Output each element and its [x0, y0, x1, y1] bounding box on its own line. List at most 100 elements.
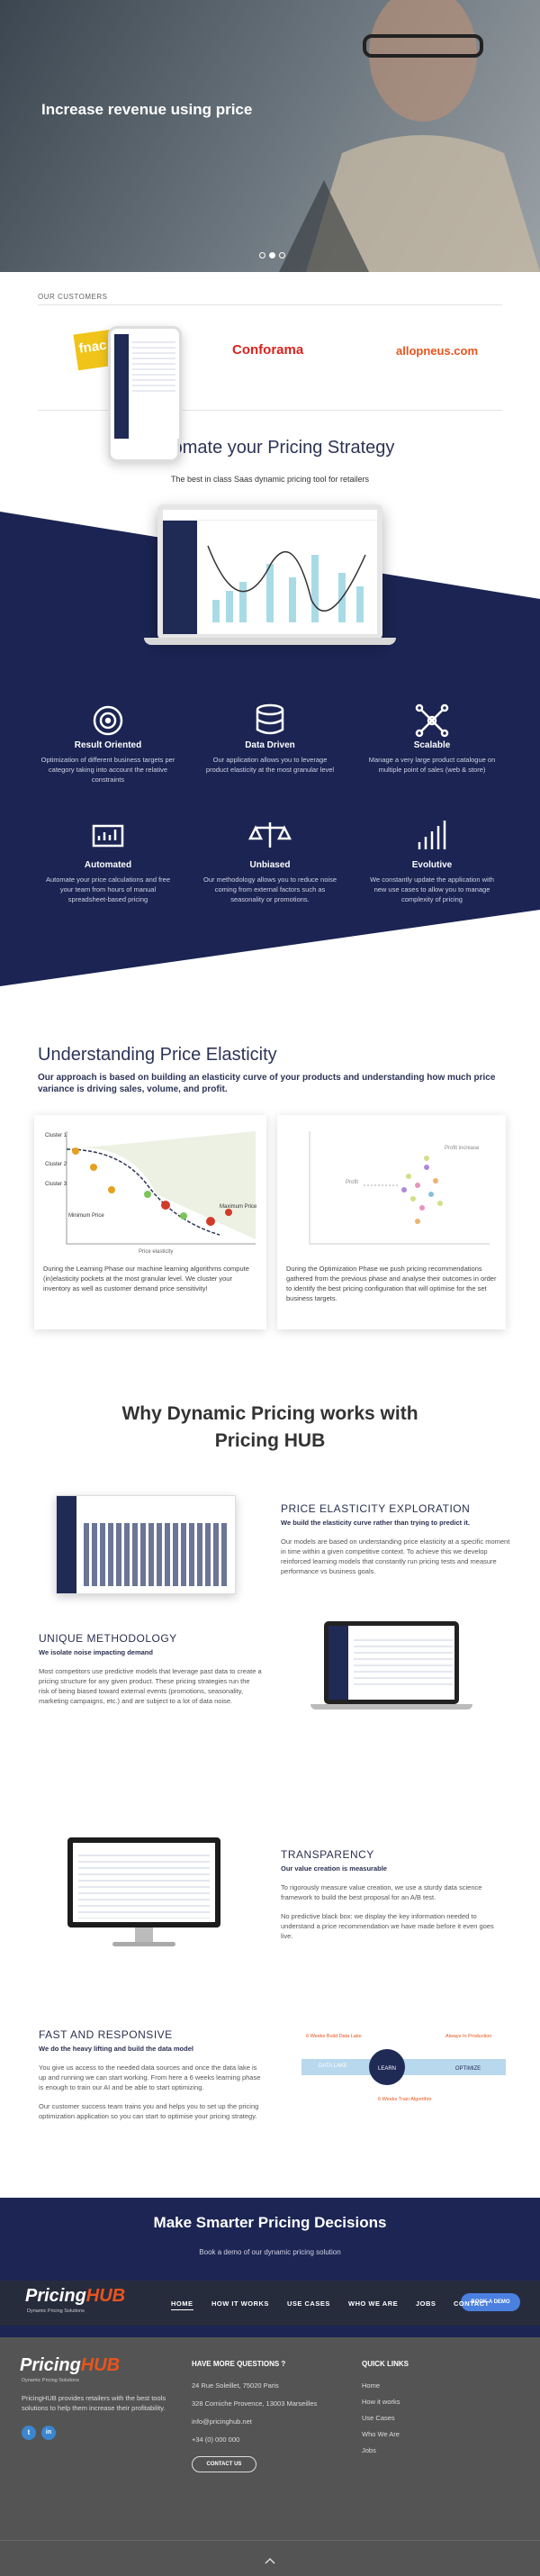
- laptop-base: [310, 1704, 472, 1710]
- screenshot-image: [56, 1495, 236, 1594]
- divider: [38, 304, 502, 305]
- nav-link[interactable]: CONTACT: [454, 2299, 490, 2308]
- navy-band: [0, 512, 540, 986]
- chart-label: Profit: [346, 1180, 358, 1185]
- chart-label: Maximum Price: [220, 1204, 257, 1210]
- feature-title: Evolutive: [411, 860, 453, 870]
- nav-link[interactable]: JOBS: [416, 2299, 436, 2308]
- section-text: No predictive black box: we display the …: [281, 1912, 494, 1940]
- chart-label: Profit increase: [445, 1146, 480, 1151]
- nav-logo[interactable]: PricingHUB: [25, 2286, 125, 2307]
- timeline-note: 6 Weeks Build Data Lake: [306, 2034, 362, 2039]
- laptop-base: [144, 638, 396, 645]
- contact-line[interactable]: info@pricinghub.net: [192, 2417, 252, 2426]
- logo-accent: HUB: [80, 2355, 121, 2375]
- section-text: You give us access to the needed data so…: [39, 2064, 261, 2091]
- feature-title: Result Oriented: [74, 740, 142, 750]
- timeline-note: Always In Production: [446, 2034, 491, 2039]
- section-subtitle: We build the elasticity curve rather tha…: [281, 1519, 470, 1527]
- quick-link[interactable]: How it works: [362, 2398, 400, 2406]
- strategy-title: Automate your Pricing Strategy: [145, 438, 395, 458]
- mock-sidebar: [57, 1496, 76, 1593]
- hero-title: Increase revenue using price: [41, 101, 253, 118]
- monitor-image: [68, 1837, 220, 1927]
- slider-dot[interactable]: [259, 252, 266, 259]
- card: Profit Profit increase During the Optimi…: [277, 1115, 506, 1329]
- nav-link[interactable]: WHO WE ARE: [348, 2299, 399, 2308]
- section-title: TRANSPARENCY: [281, 1848, 374, 1861]
- social-icon[interactable]: t: [22, 2426, 36, 2440]
- feature-text: Our methodology allows you to reduce noi…: [202, 875, 337, 903]
- section-title: UNIQUE METHODOLOGY: [39, 1632, 177, 1645]
- slider-dot[interactable]: [269, 252, 275, 259]
- quick-link[interactable]: Home: [362, 2381, 381, 2390]
- timeline-stage: DATA LAKE: [319, 2064, 347, 2069]
- quick-link[interactable]: Jobs: [362, 2446, 376, 2454]
- strategy-subtitle: The best in class Saas dynamic pricing t…: [170, 475, 370, 484]
- nav-link[interactable]: USE CASES: [287, 2299, 330, 2308]
- footer-about: PricingHUB provides retailers with the b…: [22, 2394, 166, 2412]
- links-title: QUICK LINKS: [362, 2360, 409, 2368]
- section-subtitle: Our value creation is measurable: [281, 1864, 387, 1873]
- feature-text: Our application allows you to leverage p…: [205, 756, 335, 774]
- card-chart: Cluster 1 Cluster 2 Cluster 3 Minimum Pr…: [45, 1131, 257, 1255]
- chart-label: Cluster 2: [45, 1162, 68, 1167]
- feature-text: We constantly update the application wit…: [370, 875, 494, 903]
- nav-link[interactable]: HOW IT WORKS: [212, 2299, 269, 2308]
- tablet-mockup-bottom: [108, 439, 180, 462]
- social-icon[interactable]: in: [41, 2426, 56, 2440]
- section-text: Most competitors use predictive models t…: [39, 1667, 262, 1705]
- card-text: During the Learning Phase our machine le…: [43, 1265, 249, 1293]
- feature-title: Scalable: [413, 740, 451, 750]
- elasticity-text: Our approach is based on building an ela…: [38, 1073, 496, 1094]
- customer-logo: allopneus.com: [396, 344, 479, 358]
- section-title: Automate your Pricing Strategy: [0, 438, 540, 458]
- mock-sidebar: [114, 334, 129, 451]
- mock-chart: [207, 545, 366, 622]
- timeline-stage: LEARN: [378, 2066, 396, 2072]
- section-title: FAST AND RESPONSIVE: [39, 2028, 173, 2041]
- feature-title: Data Driven: [245, 740, 295, 750]
- nav-tagline: Dynamic Pricing Solutions: [27, 2308, 85, 2314]
- timeline-diagram: DATA LAKE LEARN OPTIMIZE 6 Weeks Build D…: [302, 2034, 506, 2102]
- monitor-stand: [112, 1942, 176, 1946]
- mock-sidebar: [163, 521, 197, 634]
- contact-line: 328 Corniche Provence, 13003 Marseilles: [192, 2399, 318, 2408]
- contact-line: +34 (0) 000 000: [192, 2435, 240, 2444]
- card-text: During the Optimization Phase we push pr…: [286, 1265, 497, 1302]
- quick-link[interactable]: Use Cases: [362, 2414, 395, 2422]
- section-text: Our customer success team trains you and…: [39, 2102, 259, 2120]
- contact-button[interactable]: CONTACT US: [192, 2456, 256, 2472]
- divider: [0, 2540, 540, 2541]
- footer-tagline: Dynamic Pricing Solutions: [22, 2378, 79, 2383]
- hero-photo: [279, 0, 540, 272]
- mock-table: [78, 1850, 210, 1918]
- mock-header: [163, 510, 377, 521]
- timeline-note: 6 Weeks Train Algorithm: [378, 2097, 432, 2102]
- mock-sidebar: [328, 1626, 348, 1700]
- feature-title: Unbiased: [249, 860, 291, 870]
- nav-bar: PricingHUB Dynamic Pricing Solutions BOO…: [0, 2281, 540, 2326]
- demo-button[interactable]: BOOK A DEMO: [461, 2293, 520, 2311]
- cta-subtitle: Book a demo of our dynamic pricing solut…: [199, 2248, 341, 2256]
- section-text: To rigorously measure value creation, we…: [281, 1883, 482, 1901]
- footer: PricingHUB Dynamic Pricing Solutions Pri…: [0, 2337, 540, 2576]
- laptop-mockup: [158, 504, 382, 639]
- mock-table: [132, 338, 176, 392]
- mock-bars: [84, 1523, 228, 1586]
- chart-label: Cluster 1: [45, 1133, 68, 1138]
- slider-dot[interactable]: [279, 252, 285, 259]
- section-subtitle: We isolate noise impacting demand: [39, 1648, 153, 1656]
- section-text: Our models are based on understanding pr…: [281, 1537, 510, 1575]
- back-to-top[interactable]: [265, 2557, 275, 2564]
- logo-accent: HUB: [86, 2286, 126, 2306]
- why-title: Why Dynamic Pricing works with Pricing H…: [122, 1403, 418, 1451]
- nav-link[interactable]: HOME: [171, 2299, 194, 2310]
- quick-link[interactable]: Who We Are: [362, 2430, 400, 2438]
- chart-label: Minimum Price: [68, 1213, 104, 1219]
- divider: [38, 410, 502, 411]
- customer-logo: Conforama: [232, 342, 304, 358]
- contact-title: HAVE MORE QUESTIONS ?: [192, 2360, 286, 2368]
- logo-text: Pricing: [20, 2355, 81, 2375]
